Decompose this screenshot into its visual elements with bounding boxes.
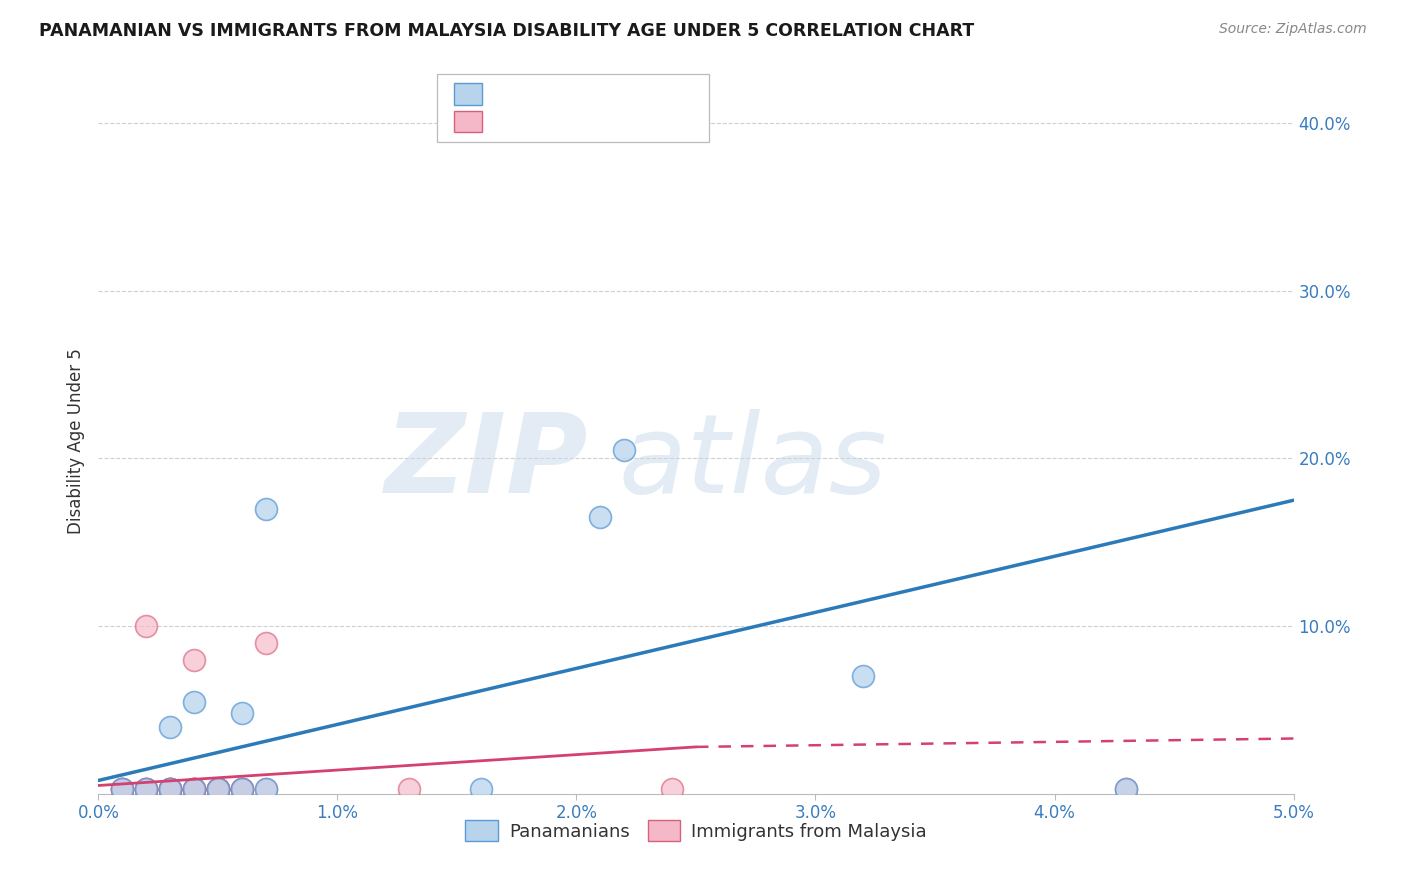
Point xyxy=(231,781,253,796)
Point xyxy=(254,781,277,796)
Point xyxy=(159,781,181,796)
Point xyxy=(254,501,277,516)
Point xyxy=(231,781,253,796)
Point xyxy=(661,781,683,796)
Point xyxy=(1115,781,1137,796)
Text: R =  0.123   N = 31: R = 0.123 N = 31 xyxy=(489,116,652,134)
Point xyxy=(589,510,612,524)
Point xyxy=(159,781,181,796)
Point xyxy=(398,781,420,796)
Point xyxy=(231,781,253,796)
Point xyxy=(183,781,205,796)
Point xyxy=(1115,781,1137,796)
Point xyxy=(159,781,181,796)
Point xyxy=(135,781,157,796)
Point xyxy=(111,781,134,796)
Point xyxy=(135,619,157,633)
Point xyxy=(159,781,181,796)
Point xyxy=(613,442,636,457)
Point xyxy=(183,781,205,796)
Point xyxy=(207,781,229,796)
Text: R = 0.370   N = 16: R = 0.370 N = 16 xyxy=(489,88,647,107)
Point xyxy=(111,781,134,796)
Point xyxy=(111,781,134,796)
Point xyxy=(183,781,205,796)
Point xyxy=(254,781,277,796)
Text: atlas: atlas xyxy=(619,409,887,516)
Y-axis label: Disability Age Under 5: Disability Age Under 5 xyxy=(66,349,84,534)
Point xyxy=(183,781,205,796)
Point xyxy=(135,781,157,796)
Point xyxy=(207,781,229,796)
Point xyxy=(470,781,492,796)
Text: ZIP: ZIP xyxy=(385,409,589,516)
Point xyxy=(183,781,205,796)
Point xyxy=(159,720,181,734)
Point xyxy=(852,669,875,683)
Point xyxy=(207,781,229,796)
Point xyxy=(111,781,134,796)
Point xyxy=(183,653,205,667)
Point xyxy=(207,781,229,796)
Point xyxy=(135,781,157,796)
Text: PANAMANIAN VS IMMIGRANTS FROM MALAYSIA DISABILITY AGE UNDER 5 CORRELATION CHART: PANAMANIAN VS IMMIGRANTS FROM MALAYSIA D… xyxy=(39,22,974,40)
Legend: Panamanians, Immigrants from Malaysia: Panamanians, Immigrants from Malaysia xyxy=(458,813,934,848)
Point xyxy=(207,781,229,796)
Point xyxy=(159,781,181,796)
Point xyxy=(231,706,253,721)
Point xyxy=(207,781,229,796)
Point xyxy=(231,781,253,796)
Point xyxy=(135,781,157,796)
Point xyxy=(254,636,277,650)
Point xyxy=(183,695,205,709)
Point xyxy=(207,781,229,796)
Point xyxy=(159,781,181,796)
Text: Source: ZipAtlas.com: Source: ZipAtlas.com xyxy=(1219,22,1367,37)
